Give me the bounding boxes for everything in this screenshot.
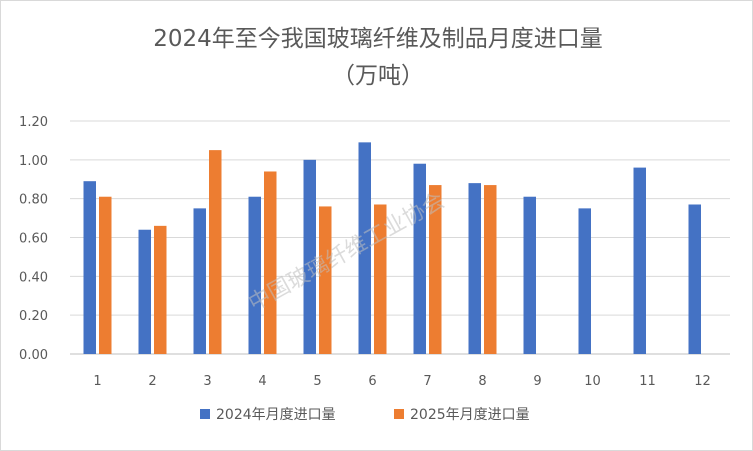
- bar-series-1-month-2: [138, 229, 151, 354]
- bar-series-1-month-5: [303, 159, 316, 354]
- x-tick-label: 12: [694, 374, 711, 389]
- x-tick-label: 2: [148, 374, 156, 389]
- x-tick-label: 1: [93, 374, 101, 389]
- y-tick-label: 0.40: [19, 270, 48, 285]
- bar-series-1-month-3: [193, 208, 206, 354]
- x-tick-label: 4: [258, 374, 266, 389]
- chart-title: 2024年至今我国玻璃纤维及制品月度进口量: [153, 26, 603, 52]
- bar-series-2-month-2: [154, 225, 167, 354]
- x-tick-label: 5: [313, 374, 321, 389]
- bar-series-1-month-12: [688, 204, 701, 354]
- x-tick-label: 8: [478, 374, 486, 389]
- y-tick-label: 0.20: [19, 309, 48, 324]
- bar-series-2-month-8: [484, 185, 497, 354]
- x-tick-label: 10: [584, 374, 601, 389]
- y-tick-label: 0.00: [19, 348, 48, 363]
- bar-series-2-month-6: [374, 204, 387, 354]
- bar-series-1-month-6: [358, 142, 371, 354]
- grid-lines: [70, 120, 730, 355]
- x-tick-label: 3: [203, 374, 211, 389]
- y-tick-label: 1.00: [19, 154, 48, 169]
- bar-series-1-month-11: [633, 167, 646, 354]
- bar-series-1-month-9: [523, 196, 536, 354]
- x-tick-label: 11: [639, 374, 656, 389]
- x-tick-label: 9: [533, 374, 541, 389]
- bar-series-2-month-4: [264, 171, 277, 354]
- y-tick-label: 1.20: [19, 115, 48, 130]
- y-tick-label: 0.80: [19, 193, 48, 208]
- tick-labels: 0.000.200.400.600.801.001.201 2 3 4 5 6 7 8 9 10 1…: [19, 115, 711, 389]
- legend-swatch-2: [394, 409, 404, 419]
- bar-series-1-month-1: [83, 181, 96, 354]
- chart-subtitle: （万吨）: [332, 63, 424, 89]
- legend-swatch-1: [200, 409, 210, 419]
- legend-label-2: 2025年月度进口量: [410, 407, 530, 423]
- bar-series-2-month-5: [319, 206, 332, 354]
- bars: [83, 142, 701, 354]
- bar-series-1-month-10: [578, 208, 591, 354]
- legend-label-1: 2024年月度进口量: [216, 407, 336, 423]
- bar-series-2-month-1: [99, 196, 112, 354]
- bar-series-1-month-7: [413, 163, 426, 354]
- y-tick-label: 0.60: [19, 232, 48, 247]
- bar-series-1-month-8: [468, 183, 481, 354]
- x-tick-label: 7: [423, 374, 431, 389]
- x-tick-label: 6: [368, 374, 376, 389]
- bar-series-1-month-4: [248, 196, 261, 354]
- legend: 2024年月度进口量 2025年月度进口量: [200, 407, 530, 423]
- bar-series-2-month-7: [429, 185, 442, 354]
- bar-series-2-month-3: [209, 150, 222, 354]
